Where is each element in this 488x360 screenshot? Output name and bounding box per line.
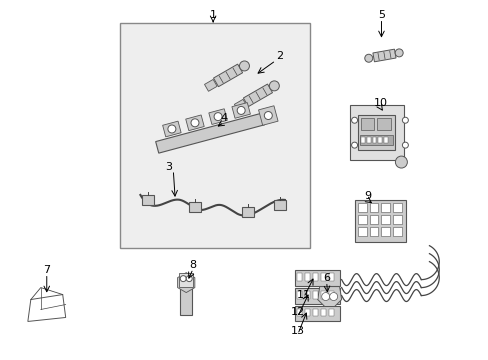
Polygon shape <box>234 99 246 111</box>
Bar <box>354 200 406 242</box>
Bar <box>357 215 366 224</box>
Text: 7: 7 <box>43 265 50 275</box>
Bar <box>360 137 364 143</box>
Bar <box>357 203 366 212</box>
Bar <box>378 137 382 143</box>
Circle shape <box>321 293 329 301</box>
Bar <box>320 309 325 316</box>
Circle shape <box>186 276 192 282</box>
Circle shape <box>239 61 249 71</box>
Bar <box>294 306 339 321</box>
Text: 9: 9 <box>363 191 370 201</box>
Polygon shape <box>155 113 264 153</box>
Text: 10: 10 <box>373 98 386 108</box>
Polygon shape <box>213 64 242 87</box>
Bar <box>304 291 309 298</box>
Bar <box>360 118 374 130</box>
Bar <box>296 273 301 280</box>
Bar <box>304 309 309 316</box>
Bar <box>328 309 333 316</box>
Text: 13: 13 <box>290 327 304 336</box>
Circle shape <box>180 276 186 282</box>
Bar <box>312 309 317 316</box>
Polygon shape <box>258 106 278 125</box>
Circle shape <box>269 81 279 91</box>
Circle shape <box>351 117 357 123</box>
Bar <box>189 202 201 212</box>
Bar <box>366 137 370 143</box>
Text: 5: 5 <box>377 10 384 20</box>
Bar <box>377 118 390 130</box>
Bar <box>381 203 389 212</box>
Circle shape <box>167 125 176 133</box>
Bar <box>393 227 402 236</box>
Bar <box>357 115 395 150</box>
Text: 3: 3 <box>164 162 171 172</box>
Polygon shape <box>208 109 227 125</box>
Bar <box>294 270 339 285</box>
Bar <box>372 137 376 143</box>
Bar <box>369 203 378 212</box>
Bar <box>369 227 378 236</box>
Bar <box>142 195 154 205</box>
Bar <box>393 203 402 212</box>
Bar <box>320 291 325 298</box>
Bar <box>273 200 285 210</box>
Bar <box>312 273 317 280</box>
Text: 6: 6 <box>323 273 329 283</box>
Bar <box>320 273 325 280</box>
Circle shape <box>329 293 337 301</box>
Polygon shape <box>204 80 217 91</box>
Polygon shape <box>231 103 250 118</box>
Polygon shape <box>163 121 181 137</box>
Bar <box>328 291 333 298</box>
Bar <box>304 273 309 280</box>
Circle shape <box>402 117 407 123</box>
Bar <box>120 23 309 248</box>
Polygon shape <box>243 84 272 107</box>
Polygon shape <box>177 273 194 293</box>
Bar <box>381 227 389 236</box>
Circle shape <box>395 156 407 168</box>
Circle shape <box>402 142 407 148</box>
Bar <box>357 227 366 236</box>
Text: 2: 2 <box>276 51 283 62</box>
Bar <box>381 215 389 224</box>
Text: 11: 11 <box>296 289 310 300</box>
Circle shape <box>264 112 272 120</box>
Bar <box>294 288 339 303</box>
Circle shape <box>237 107 244 114</box>
Bar <box>242 207 253 217</box>
Text: 8: 8 <box>189 260 196 270</box>
Text: 12: 12 <box>290 307 304 318</box>
Text: 4: 4 <box>220 113 227 123</box>
Bar <box>312 291 317 298</box>
Circle shape <box>351 142 357 148</box>
Bar <box>296 309 301 316</box>
Bar <box>393 215 402 224</box>
Polygon shape <box>185 115 204 131</box>
Bar <box>369 215 378 224</box>
Polygon shape <box>372 49 395 62</box>
Circle shape <box>364 54 372 62</box>
Bar <box>180 288 192 315</box>
Circle shape <box>191 119 199 127</box>
Circle shape <box>214 113 222 121</box>
Bar <box>349 105 404 160</box>
Bar <box>359 135 393 145</box>
Bar <box>296 291 301 298</box>
Circle shape <box>394 49 402 57</box>
Bar <box>179 273 193 287</box>
Polygon shape <box>317 287 341 306</box>
Bar <box>328 273 333 280</box>
Bar <box>384 137 387 143</box>
Text: 1: 1 <box>209 10 216 20</box>
